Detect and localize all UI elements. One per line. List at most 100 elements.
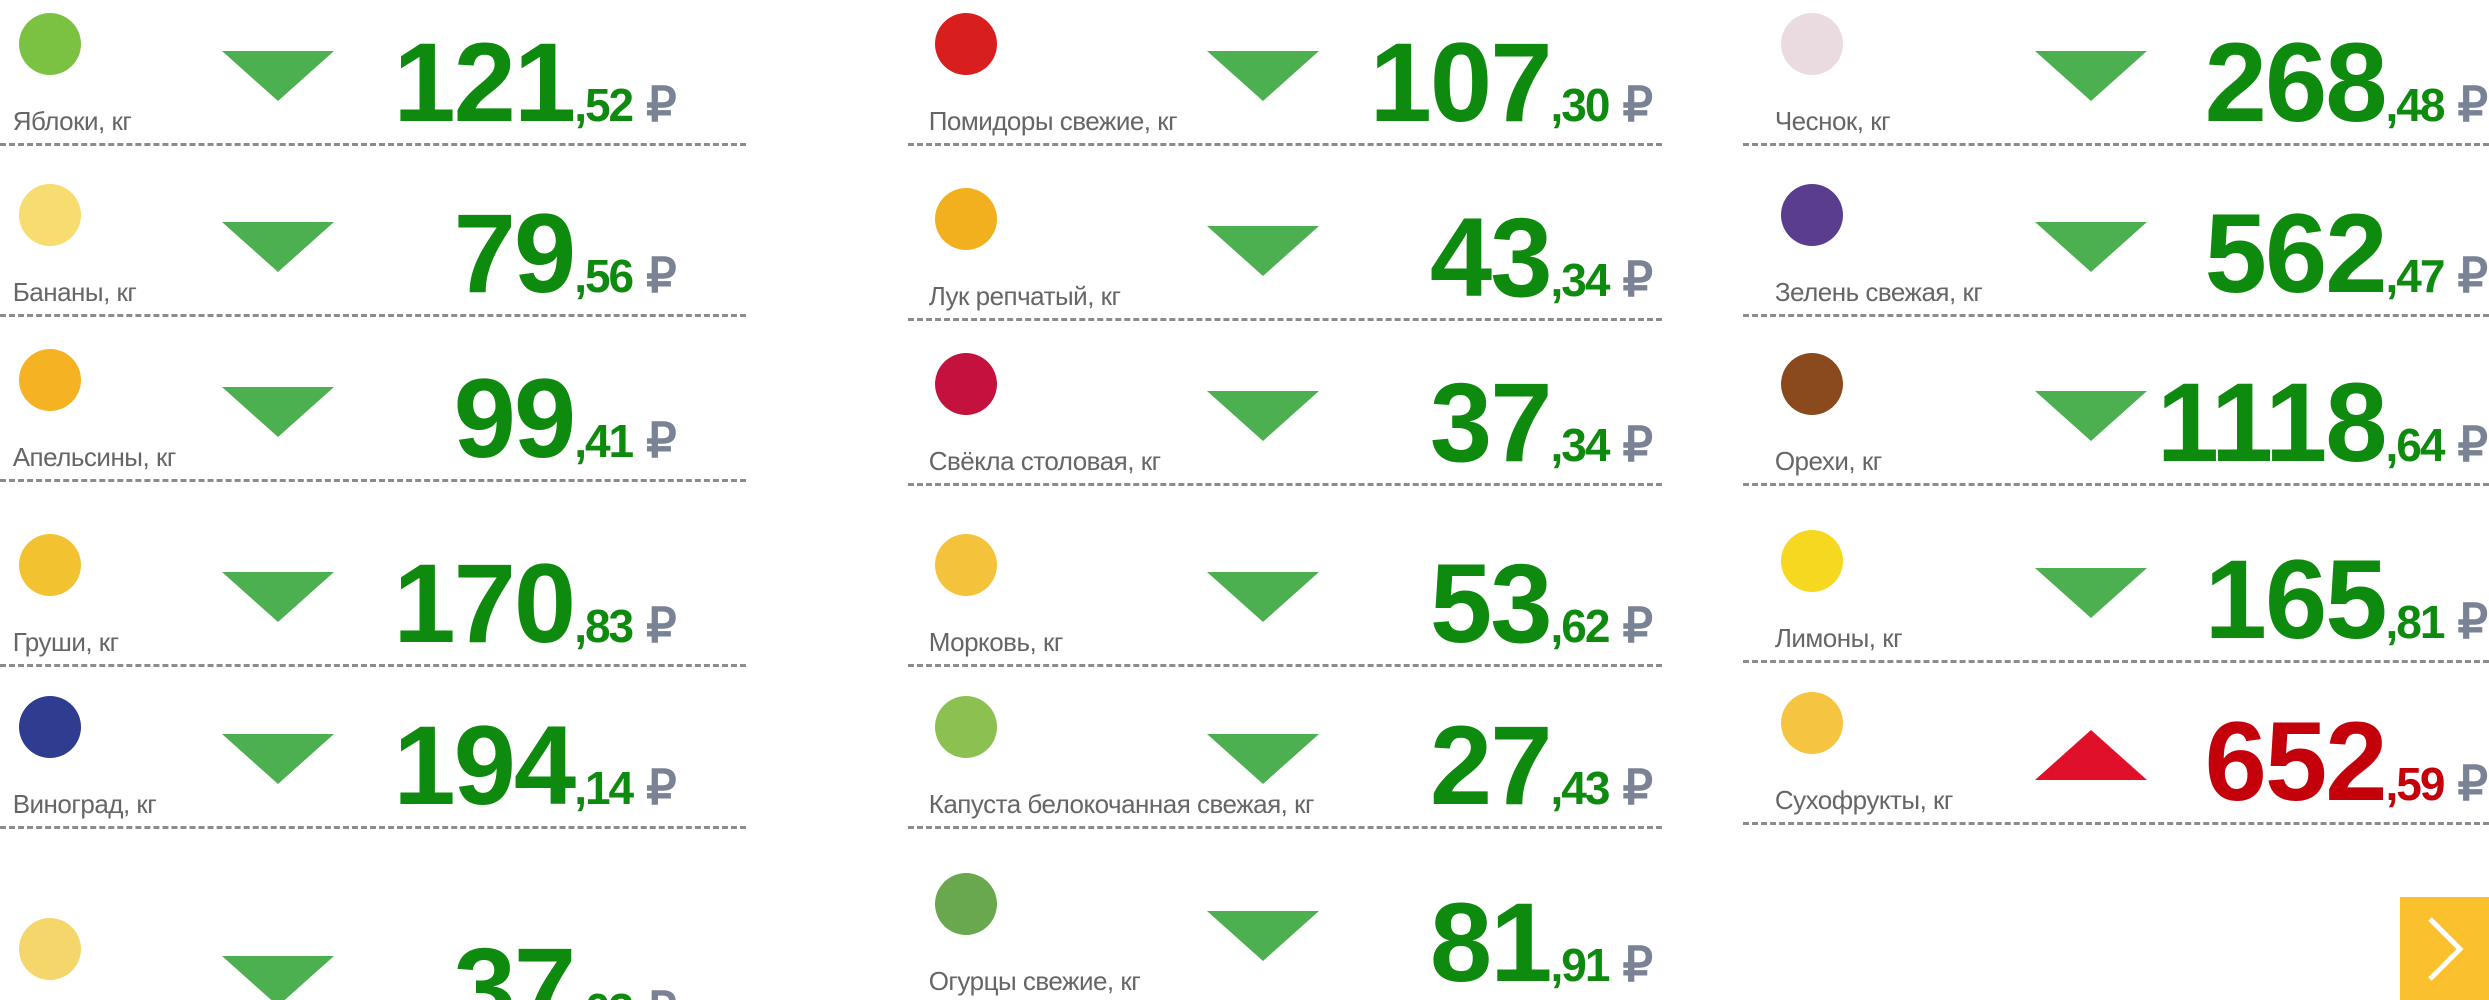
price-fraction: ,64 xyxy=(2385,418,2446,471)
trend-down xyxy=(1206,390,1319,441)
currency: ₽ xyxy=(2457,250,2488,304)
price-integer: 79 xyxy=(453,191,577,317)
divider xyxy=(0,142,747,146)
price-integer: 194 xyxy=(393,702,576,828)
divider xyxy=(908,825,1663,829)
product-icon xyxy=(19,349,82,412)
price: 37,34 ₽ xyxy=(1429,359,1653,485)
trend-down xyxy=(2035,50,2148,101)
divider xyxy=(908,663,1663,667)
price-fraction: ,03 xyxy=(574,987,634,1000)
currency: ₽ xyxy=(1622,599,1653,653)
trend-down xyxy=(222,387,335,438)
price-fraction: ,30 xyxy=(1550,78,1611,131)
divider xyxy=(0,663,747,667)
price-fraction: ,52 xyxy=(574,78,634,131)
product-icon xyxy=(19,12,82,75)
price-integer: 268 xyxy=(2204,19,2388,145)
price-fraction: ,14 xyxy=(574,761,634,814)
price: 268,48 ₽ xyxy=(2204,19,2488,145)
divider xyxy=(1743,822,2489,826)
product-name: Капуста белокочанная свежая, кг xyxy=(928,788,1315,819)
price: 107,30 ₽ xyxy=(1369,19,1653,145)
price-integer: 652 xyxy=(2204,699,2388,825)
price-fraction: ,47 xyxy=(2385,250,2446,303)
product-name: Зелень свежая, кг xyxy=(1774,277,1983,308)
price-integer: 1118 xyxy=(2156,359,2388,485)
product-name: Бананы, кг xyxy=(12,277,137,308)
currency: ₽ xyxy=(2457,758,2488,812)
currency: ₽ xyxy=(646,599,677,653)
price-integer: 99 xyxy=(453,356,577,482)
divider xyxy=(1743,660,2489,664)
trend-down xyxy=(1206,225,1319,276)
trend-down xyxy=(2035,222,2148,273)
product-icon xyxy=(1781,184,1844,247)
price-fraction: ,43 xyxy=(1550,761,1611,814)
product-icon xyxy=(1781,12,1844,75)
product-icon xyxy=(935,533,998,596)
product-name: Помидоры свежие, кг xyxy=(928,105,1178,136)
product-icon xyxy=(935,187,998,250)
price: 165,81 ₽ xyxy=(2205,544,2488,656)
divider xyxy=(0,479,747,483)
currency: ₽ xyxy=(2457,78,2488,132)
currency: ₽ xyxy=(1622,78,1653,132)
trend-down xyxy=(1206,911,1319,962)
product-icon xyxy=(19,184,82,247)
price: 194,14 ₽ xyxy=(393,702,676,828)
trend-down xyxy=(2035,568,2148,619)
product-name: Виноград, кг xyxy=(12,788,157,819)
product-name: Апельсины, кг xyxy=(12,442,177,473)
chevron xyxy=(2428,917,2464,981)
product-name: Лимоны, кг xyxy=(1774,623,1903,654)
currency: ₽ xyxy=(646,415,677,469)
currency: ₽ xyxy=(1622,253,1653,307)
price: 170,83 ₽ xyxy=(393,540,677,666)
divider xyxy=(1743,314,2489,318)
trend-down xyxy=(1206,571,1319,622)
product-icon xyxy=(1781,352,1844,415)
product-icon xyxy=(19,695,82,758)
product-icon xyxy=(935,873,998,936)
price-fraction: ,83 xyxy=(574,599,634,652)
price-integer: 107 xyxy=(1369,19,1553,145)
product-name: Сухофрукты, кг xyxy=(1774,785,1954,816)
price: 81,91 ₽ xyxy=(1429,880,1653,1000)
price-fraction: ,56 xyxy=(574,250,634,303)
trend-down xyxy=(222,50,335,101)
currency: ₽ xyxy=(1622,418,1653,472)
divider xyxy=(1743,142,2489,146)
price: 27,43 ₽ xyxy=(1429,702,1653,828)
currency: ₽ xyxy=(2457,596,2488,650)
price-integer: 562 xyxy=(2204,191,2388,317)
currency: ₽ xyxy=(1622,761,1653,815)
trend-down xyxy=(222,733,335,784)
divider xyxy=(908,317,1663,321)
divider xyxy=(0,825,747,829)
product-name: Лук репчатый, кг xyxy=(928,280,1121,311)
trend-down xyxy=(1206,733,1319,784)
price-fraction: ,81 xyxy=(2385,596,2446,649)
price-integer: 27 xyxy=(1429,702,1553,828)
currency: ₽ xyxy=(2457,418,2488,472)
price-fraction: ,48 xyxy=(2385,78,2446,131)
price: 1118,64 ₽ xyxy=(2156,359,2488,485)
price: 43,34 ₽ xyxy=(1430,201,1653,314)
price-integer: 81 xyxy=(1429,880,1553,1000)
price-integer: 37 xyxy=(1429,359,1553,485)
product-name: Груши, кг xyxy=(12,626,119,657)
price-fraction: ,41 xyxy=(574,415,634,468)
divider xyxy=(1743,482,2489,486)
trend-down xyxy=(1206,50,1319,101)
price-integer: 170 xyxy=(393,540,576,666)
price-integer: 121 xyxy=(393,19,576,145)
product-icon xyxy=(935,12,998,75)
product-name: Яблоки, кг xyxy=(12,105,132,136)
trend-down xyxy=(222,222,335,273)
product-icon xyxy=(1781,530,1844,593)
divider xyxy=(908,142,1663,146)
next-button[interactable] xyxy=(2400,897,2489,1000)
currency: ₽ xyxy=(646,986,677,1000)
price-fraction: ,34 xyxy=(1550,253,1611,306)
